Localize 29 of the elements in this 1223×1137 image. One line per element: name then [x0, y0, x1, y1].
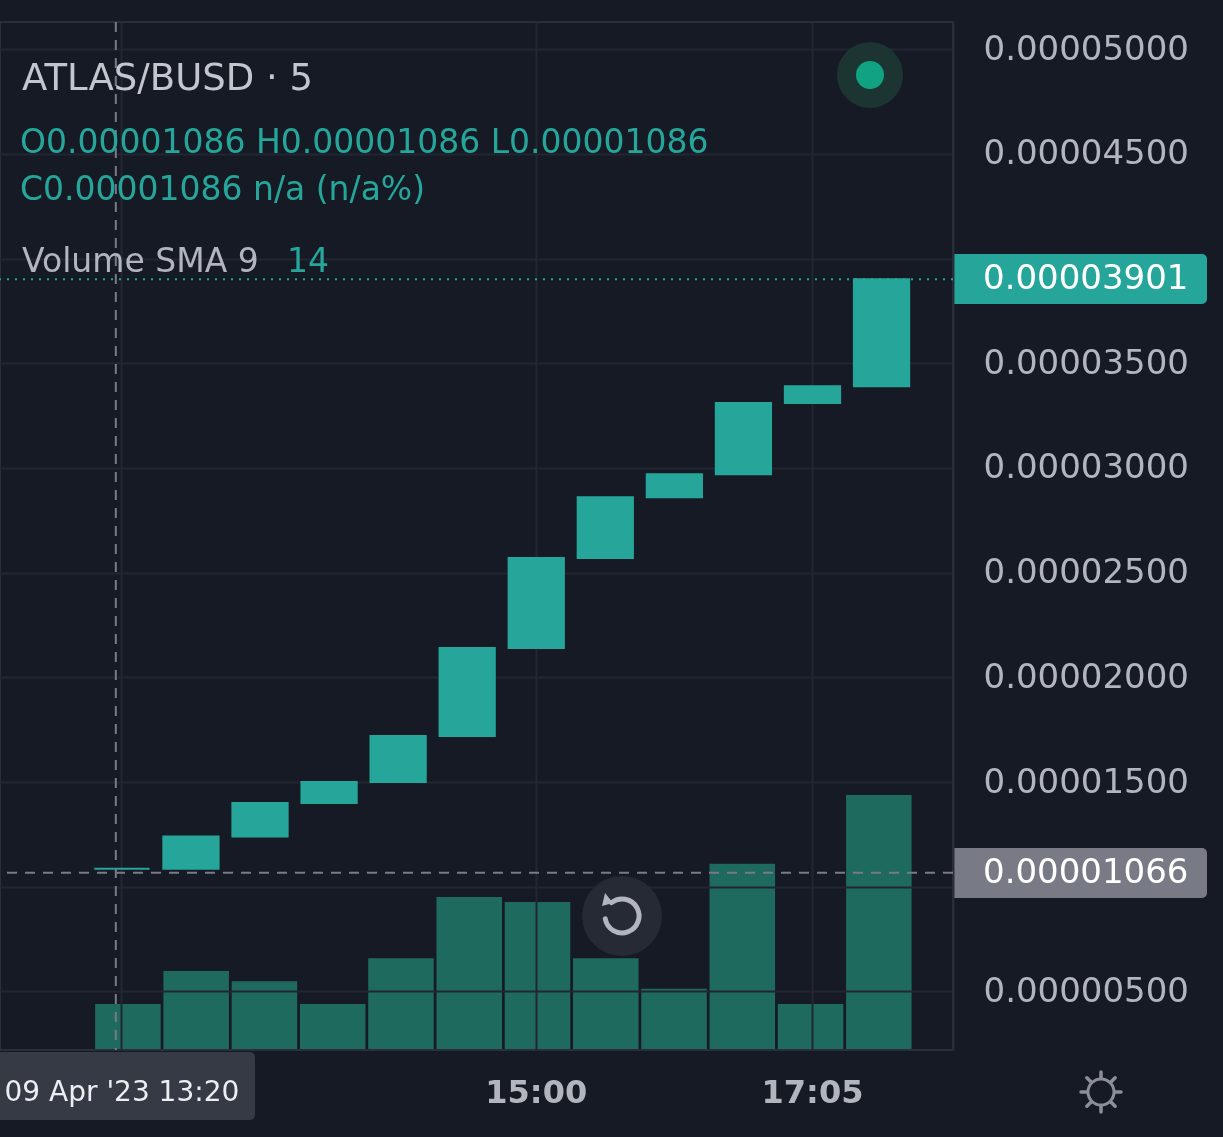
ref-line-label: 0.00003901	[983, 257, 1189, 298]
bar	[95, 1004, 161, 1050]
ref-line-label: 0.00001066	[983, 850, 1189, 891]
bar	[846, 795, 912, 1050]
bar	[231, 981, 298, 1050]
bar	[436, 897, 503, 1050]
bar	[777, 1004, 844, 1050]
y-tick-label: 0.00003500	[983, 341, 1189, 382]
x-tick-label: 15:00	[485, 1072, 588, 1111]
annotation: Volume SMA 9	[22, 241, 259, 280]
y-tick-label: 0.00001500	[983, 760, 1189, 801]
y-tick-label: 0.00005000	[983, 27, 1189, 68]
annotation: C0.00001086 n/a (n/a%)	[20, 169, 426, 208]
bar	[709, 863, 776, 1050]
bar	[641, 988, 707, 1050]
x-tick-label: 17:05	[761, 1072, 864, 1111]
y-tick-label: 0.00003000	[983, 446, 1189, 487]
y-tick-label: 0.00000500	[983, 969, 1189, 1010]
annotation: 14	[287, 241, 329, 280]
bar	[163, 970, 229, 1050]
bar	[299, 1004, 366, 1050]
bar	[504, 902, 571, 1050]
y-tick-label: 0.00004500	[983, 132, 1189, 173]
y-tick-label: 0.00002500	[983, 551, 1189, 592]
y-tick-label: 0.00002000	[983, 655, 1189, 696]
annotation: O0.00001086 H0.00001086 L0.00001086	[20, 122, 709, 161]
text: ATLAS/BUSD · 5	[22, 56, 314, 99]
bar	[368, 958, 434, 1050]
x-tick-label: 09 Apr '23 13:20	[4, 1074, 240, 1108]
